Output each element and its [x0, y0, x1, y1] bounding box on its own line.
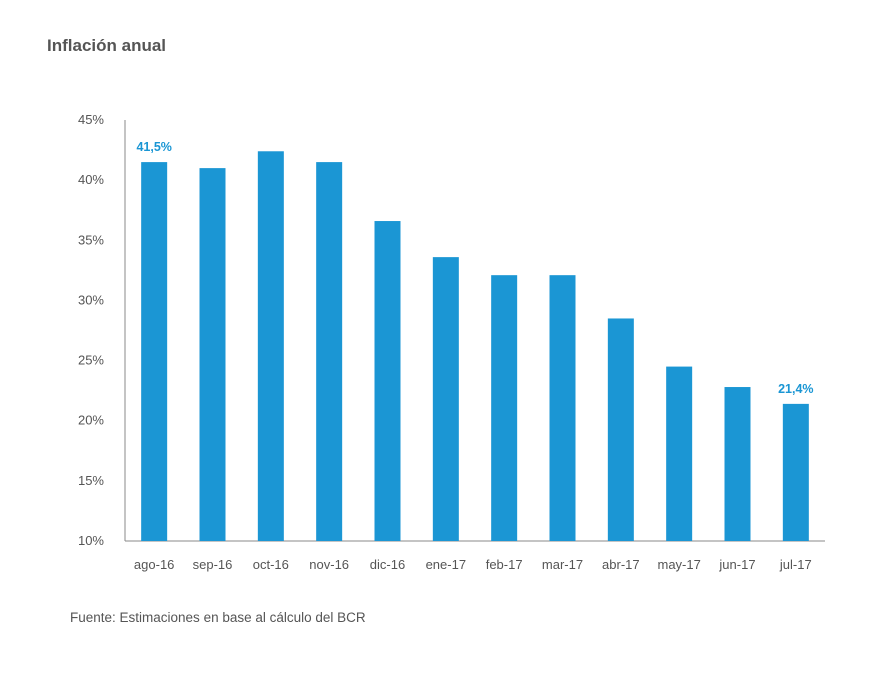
bar — [199, 168, 226, 541]
x-tick-label: feb-17 — [486, 557, 523, 572]
y-tick-label: 45% — [78, 112, 104, 127]
x-tick-label: may-17 — [657, 557, 700, 572]
y-tick-label: 30% — [78, 292, 104, 307]
x-tick-label: nov-16 — [309, 557, 349, 572]
bar — [607, 318, 634, 541]
y-tick-label: 20% — [78, 413, 104, 428]
x-tick-label: abr-17 — [602, 557, 640, 572]
x-tick-label: ene-17 — [426, 557, 466, 572]
x-tick-label: oct-16 — [253, 557, 289, 572]
y-tick-label: 35% — [78, 232, 104, 247]
bar — [782, 403, 809, 541]
bar — [141, 162, 168, 541]
data-label: 41,5% — [136, 140, 171, 154]
y-tick-label: 10% — [78, 533, 104, 548]
data-label: 21,4% — [778, 382, 813, 396]
x-tick-label: dic-16 — [370, 557, 405, 572]
bar — [724, 387, 751, 541]
x-tick-label: ago-16 — [134, 557, 174, 572]
bar — [374, 221, 401, 542]
bar — [316, 162, 343, 541]
x-tick-label: mar-17 — [542, 557, 583, 572]
source-note: Fuente: Estimaciones en base al cálculo … — [70, 610, 366, 625]
bar — [257, 151, 284, 541]
y-tick-label: 15% — [78, 473, 104, 488]
y-tick-label: 25% — [78, 353, 104, 368]
x-tick-label: jun-17 — [718, 557, 755, 572]
chart-title: Inflación anual — [47, 36, 167, 55]
bar — [666, 366, 693, 541]
bar — [491, 275, 518, 541]
bar — [549, 275, 576, 541]
x-tick-label: sep-16 — [193, 557, 233, 572]
x-tick-label: jul-17 — [779, 557, 812, 572]
bar — [432, 257, 459, 541]
y-tick-label: 40% — [78, 172, 104, 187]
